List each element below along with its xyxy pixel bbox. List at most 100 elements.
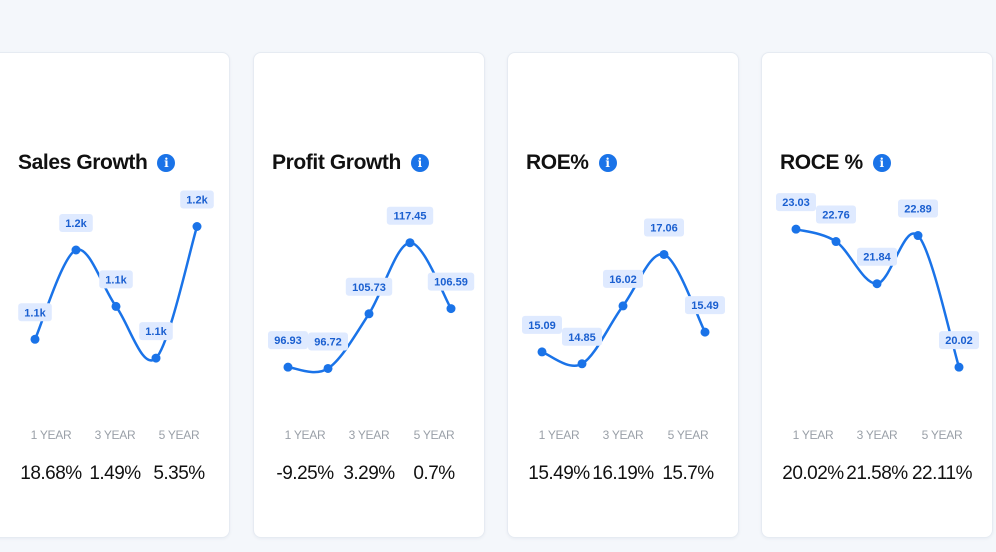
data-point[interactable] (364, 309, 374, 319)
data-label: 1.1k (105, 274, 127, 286)
data-label-background (857, 247, 897, 266)
ratio-value: 15.49% (528, 463, 590, 484)
card-title: Sales Growth (18, 151, 148, 174)
growth-value: 0.7% (413, 463, 455, 484)
data-point[interactable] (323, 363, 333, 373)
data-label: 14.85 (568, 332, 596, 344)
data-label: 1.1k (24, 307, 46, 319)
ratio-value: 20.02% (782, 463, 844, 484)
period-label: 3 YEAR (856, 428, 898, 442)
sales-growth-card: Sales Growth i 1.1k 1.2k 1.1k 1.1k 1.2k 1 YE… (0, 52, 230, 538)
data-label: 1.1k (145, 326, 167, 338)
growth-value: 3.29% (343, 463, 395, 484)
data-label: 22.89 (904, 204, 932, 216)
data-label-background (99, 270, 133, 289)
sales-growth-chart: 1.1k 1.2k 1.1k 1.1k 1.2k (18, 190, 214, 363)
data-point[interactable] (537, 347, 547, 357)
growth-value: -9.25% (276, 463, 334, 484)
data-label: 105.73 (352, 282, 386, 294)
ratio-value: 16.19% (592, 463, 654, 484)
data-point[interactable] (71, 245, 81, 255)
roe-card: ROE% i 15.09 14.85 16.02 17.06 15.49 1 YEAR … (507, 52, 739, 538)
profit-growth-card: Profit Growth i 96.93 96.72 105.73 117.45 10… (253, 52, 485, 538)
data-point[interactable] (659, 249, 669, 259)
data-point[interactable] (151, 353, 161, 363)
period-label: 5 YEAR (158, 428, 200, 442)
period-label: 3 YEAR (348, 428, 390, 442)
data-label-background (522, 315, 562, 334)
growth-value: 18.68% (20, 463, 82, 484)
data-label-background (603, 269, 643, 288)
data-label-background (644, 218, 684, 237)
data-label-background (308, 332, 348, 351)
data-point[interactable] (446, 304, 456, 314)
data-point[interactable] (30, 334, 40, 344)
info-icon[interactable]: i (410, 154, 429, 172)
data-label: 1.2k (186, 195, 208, 207)
data-label: 17.06 (650, 222, 678, 234)
data-label-background (816, 205, 856, 224)
data-label: 117.45 (393, 211, 426, 223)
data-label-background (268, 331, 308, 350)
data-label: 23.03 (782, 197, 810, 209)
data-point[interactable] (283, 362, 293, 372)
data-label: 15.09 (528, 320, 556, 332)
period-label: 5 YEAR (413, 428, 455, 442)
data-label-background (345, 277, 393, 296)
ratio-value: 21.58% (846, 463, 908, 484)
data-label-background (776, 193, 816, 212)
data-point[interactable] (577, 359, 587, 369)
data-label-background (18, 303, 52, 322)
info-icon[interactable]: i (598, 154, 617, 172)
data-point[interactable] (831, 237, 841, 247)
data-point[interactable] (954, 362, 964, 372)
data-label: 1.2k (65, 218, 87, 230)
series-line (33, 226, 199, 362)
roce-chart: 23.03 22.76 21.84 22.89 20.02 (776, 193, 979, 372)
roce-card: ROCE % i 23.03 22.76 21.84 22.89 20.02 1 YEA… (761, 52, 993, 538)
ratio-value: 15.7% (662, 463, 714, 484)
period-label: 1 YEAR (284, 428, 326, 442)
data-point[interactable] (791, 224, 801, 234)
period-label: 5 YEAR (921, 428, 963, 442)
data-point[interactable] (700, 327, 710, 337)
series-line (287, 241, 453, 374)
data-label-background (59, 214, 93, 232)
data-point[interactable] (872, 279, 882, 289)
period-label: 3 YEAR (602, 428, 644, 442)
data-point[interactable] (913, 231, 923, 241)
growth-value: 1.49% (89, 463, 141, 484)
data-label: 96.93 (274, 335, 302, 347)
card-title: ROE% (526, 151, 589, 174)
data-point[interactable] (618, 301, 628, 311)
data-label-background (139, 322, 173, 341)
period-label: 1 YEAR (538, 428, 580, 442)
data-label: 96.72 (314, 336, 342, 348)
data-label: 106.59 (434, 277, 468, 289)
roe-chart: 15.09 14.85 16.02 17.06 15.49 (522, 218, 725, 369)
info-icon[interactable]: i (872, 154, 891, 172)
period-label: 5 YEAR (667, 428, 709, 442)
data-label: 20.02 (945, 335, 973, 347)
growth-value: 5.35% (153, 463, 205, 484)
profit-growth-chart: 96.93 96.72 105.73 117.45 106.59 (268, 206, 475, 374)
data-point[interactable] (405, 238, 415, 248)
ratio-value: 22.11% (911, 463, 973, 484)
data-label-background (386, 206, 434, 225)
top-strip (0, 0, 996, 38)
data-label-background (898, 199, 938, 218)
data-label-background (427, 272, 475, 291)
data-label-background (180, 190, 214, 209)
data-point[interactable] (111, 301, 121, 311)
info-icon[interactable]: i (157, 154, 176, 172)
card-title: Profit Growth (272, 151, 401, 174)
data-label: 22.76 (822, 210, 850, 222)
data-label: 15.49 (691, 300, 719, 312)
data-label-background (562, 327, 602, 346)
data-point[interactable] (192, 222, 202, 231)
period-label: 3 YEAR (94, 428, 136, 442)
data-label: 16.02 (609, 274, 637, 286)
data-label-background (939, 331, 979, 350)
card-title: ROCE % (780, 151, 863, 174)
